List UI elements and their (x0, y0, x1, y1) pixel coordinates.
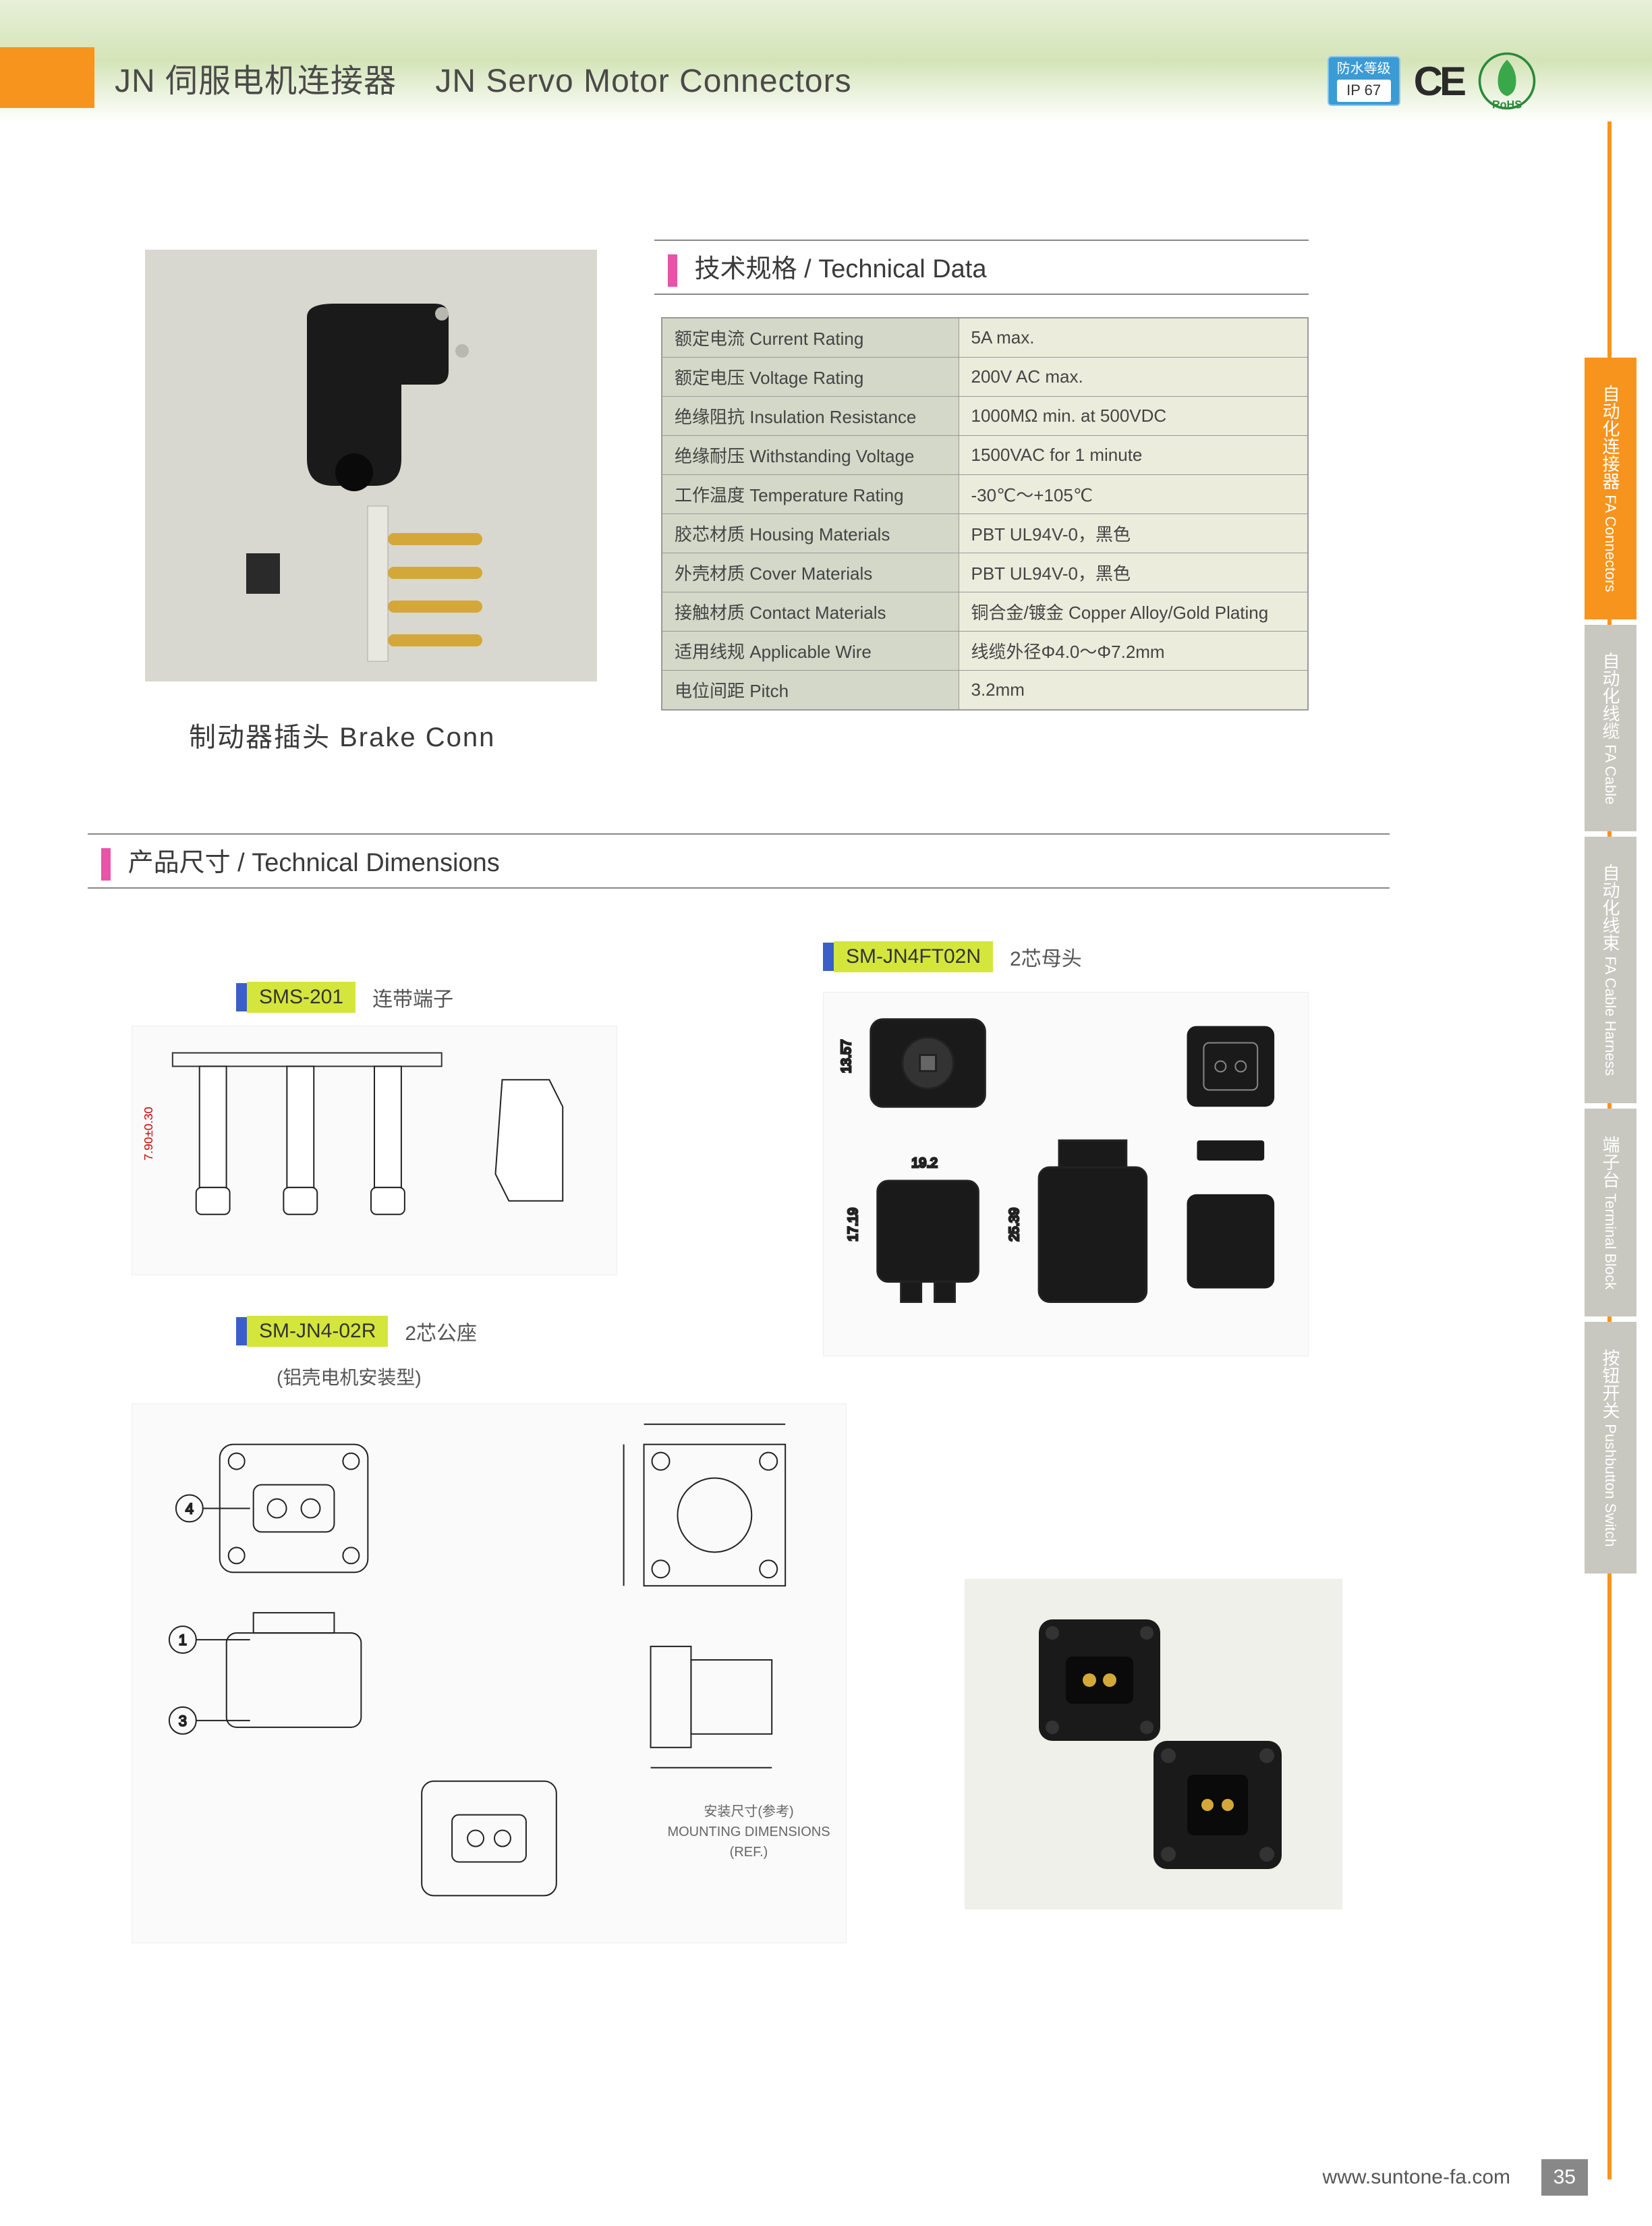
part-desc: 2芯公座 (405, 1316, 477, 1346)
table-value: 3.2mm (959, 671, 1308, 711)
product-photo (145, 250, 597, 681)
connector-photo (965, 1579, 1342, 1910)
part-label-jn4ft02n: SM-JN4FT02N 2芯母头 (823, 941, 1082, 972)
receptacle-drawing: 4 1 3 (132, 1403, 847, 1943)
table-label: 额定电流 Current Rating (662, 318, 959, 358)
part-desc: 连带端子 (372, 982, 453, 1012)
table-row: 适用线规 Applicable Wire线缆外径Φ4.0～Φ7.2mm (662, 632, 1308, 671)
side-tab[interactable]: 端子台 Terminal Block (1585, 1109, 1636, 1316)
terminal-drawing: 7.90±0.30 (132, 1026, 617, 1275)
dimensions-title: 产品尺寸 / Technical Dimensions (128, 849, 500, 877)
table-row: 外壳材质 Cover MaterialsPBT UL94V-0，黑色 (662, 553, 1308, 592)
table-label: 额定电压 Voltage Rating (662, 358, 959, 397)
table-row: 电位间距 Pitch3.2mm (662, 671, 1308, 711)
table-row: 绝缘阻抗 Insulation Resistance1000MΩ min. at… (662, 397, 1308, 436)
tech-data-title: 技术规格 / Technical Data (695, 255, 987, 283)
mounting-caption: 安装尺寸(参考) MOUNTING DIMENSIONS (REF.) (648, 1802, 850, 1862)
ip-label: 防水等级 (1337, 60, 1391, 78)
table-value: 200V AC max. (959, 358, 1308, 397)
footer-url: www.suntone-fa.com (1323, 2166, 1510, 2189)
side-navigation: 自动化连接器 FA Connectors 自动化线缆 FA Cable自动化线束 … (1585, 358, 1652, 1579)
dimensions-heading: 产品尺寸 / Technical Dimensions (88, 833, 1390, 889)
part-subtitle: (铝壳电机安装型) (277, 1363, 422, 1390)
part-name: SMS-201 (247, 982, 355, 1013)
part-name: SM-JN4FT02N (834, 941, 993, 972)
svg-text:25.39: 25.39 (1007, 1208, 1022, 1242)
side-tab[interactable]: 自动化线束 FA Cable Harness (1585, 837, 1636, 1103)
dim-text: 7.90±0.30 (142, 1107, 155, 1161)
table-label: 接触材质 Contact Materials (662, 592, 959, 632)
table-label: 绝缘耐压 Withstanding Voltage (662, 436, 959, 475)
table-value: PBT UL94V-0，黑色 (959, 553, 1308, 592)
header-orange-accent (0, 47, 94, 108)
table-value: 5A max. (959, 318, 1308, 358)
table-label: 工作温度 Temperature Rating (662, 475, 959, 514)
svg-text:3: 3 (179, 1713, 187, 1729)
side-tab[interactable]: 按钮开关 Pushbutton Switch (1585, 1322, 1636, 1574)
pink-accent-icon (668, 254, 677, 287)
table-label: 绝缘阻抗 Insulation Resistance (662, 397, 959, 436)
page-number: 35 (1541, 2159, 1588, 2196)
ip-value: IP 67 (1337, 80, 1391, 102)
table-label: 适用线规 Applicable Wire (662, 632, 959, 671)
table-label: 电位间距 Pitch (662, 671, 959, 711)
table-value: 1000MΩ min. at 500VDC (959, 397, 1308, 436)
table-value: 1500VAC for 1 minute (959, 436, 1308, 475)
rohs-icon: RoHS (1477, 51, 1537, 111)
side-tab[interactable]: 自动化线缆 FA Cable (1585, 625, 1636, 832)
table-row: 绝缘耐压 Withstanding Voltage1500VAC for 1 m… (662, 436, 1308, 475)
blue-accent-icon (823, 943, 834, 971)
technical-data-table: 额定电流 Current Rating5A max.额定电压 Voltage R… (661, 317, 1309, 711)
table-label: 胶芯材质 Housing Materials (662, 514, 959, 553)
table-row: 胶芯材质 Housing MaterialsPBT UL94V-0，黑色 (662, 514, 1308, 553)
table-label: 外壳材质 Cover Materials (662, 553, 959, 592)
table-value: PBT UL94V-0，黑色 (959, 514, 1308, 553)
table-row: 额定电压 Voltage Rating200V AC max. (662, 358, 1308, 397)
svg-text:17.19: 17.19 (846, 1208, 861, 1242)
table-row: 额定电流 Current Rating5A max. (662, 318, 1308, 358)
certification-badges: 防水等级 IP 67 CE RoHS (1328, 51, 1537, 111)
title-cn: JN 伺服电机连接器 (115, 63, 397, 99)
svg-text:19.2: 19.2 (911, 1156, 938, 1171)
svg-text:RoHS: RoHS (1492, 99, 1522, 111)
svg-text:4: 4 (186, 1500, 194, 1517)
ip-rating-badge: 防水等级 IP 67 (1328, 56, 1400, 106)
title-en: JN Servo Motor Connectors (435, 63, 851, 99)
page-title: JN 伺服电机连接器 JN Servo Motor Connectors (115, 54, 852, 101)
blue-accent-icon (236, 983, 247, 1011)
ce-mark: CE (1414, 58, 1463, 105)
part-label-sms201: SMS-201 连带端子 (236, 982, 453, 1013)
table-value: -30℃～+105℃ (959, 475, 1308, 514)
table-value: 铜合金/镀金 Copper Alloy/Gold Plating (959, 592, 1308, 632)
svg-text:13.57: 13.57 (839, 1040, 854, 1074)
part-label-jn402r: SM-JN4-02R 2芯公座 (236, 1316, 477, 1347)
pink-accent-icon (101, 848, 111, 881)
table-row: 接触材质 Contact Materials铜合金/镀金 Copper Allo… (662, 592, 1308, 632)
product-caption: 制动器插头 Brake Conn (189, 715, 495, 754)
tech-data-heading: 技术规格 / Technical Data (654, 240, 1309, 295)
blue-accent-icon (236, 1317, 247, 1345)
side-tab[interactable]: 自动化连接器 FA Connectors (1585, 358, 1636, 619)
part-name: SM-JN4-02R (247, 1316, 388, 1347)
part-desc: 2芯母头 (1010, 942, 1082, 972)
table-value: 线缆外径Φ4.0～Φ7.2mm (959, 632, 1308, 671)
table-row: 工作温度 Temperature Rating-30℃～+105℃ (662, 475, 1308, 514)
svg-text:1: 1 (179, 1632, 187, 1648)
plug-drawing: 13.57 19.2 17.19 25.39 (823, 992, 1309, 1356)
